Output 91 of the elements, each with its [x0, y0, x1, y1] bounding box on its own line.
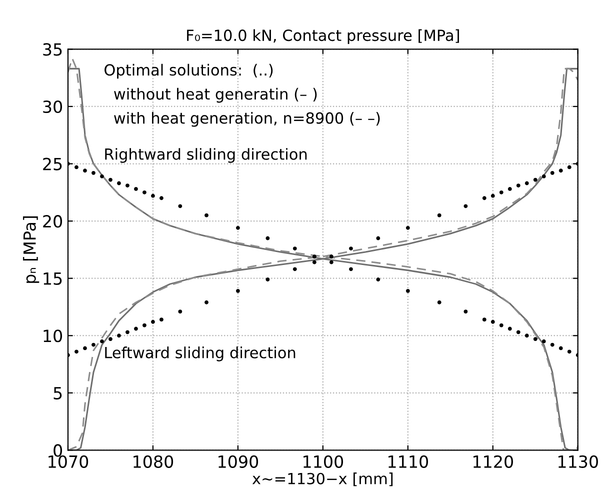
point [92, 342, 96, 347]
point [329, 260, 334, 264]
point [100, 174, 104, 178]
point [550, 170, 554, 175]
y-tick-label: 10 [44, 330, 62, 342]
point [516, 330, 520, 334]
point [236, 288, 240, 293]
point [100, 339, 104, 344]
point [266, 236, 270, 240]
point [160, 318, 164, 322]
point [376, 278, 380, 282]
x-tick-label: 1120 [474, 455, 513, 468]
point [508, 187, 512, 191]
point [92, 170, 96, 175]
point [74, 165, 78, 170]
point [126, 184, 130, 188]
x-tick-label: 1080 [134, 455, 174, 468]
x-axis-title: x~=1130−x [mm] [252, 472, 393, 486]
x-tick-label: 1100 [304, 455, 344, 468]
point [160, 196, 164, 200]
point [117, 334, 121, 338]
point [108, 178, 112, 182]
point [83, 168, 87, 173]
y-tick-label: 15 [44, 272, 62, 285]
y-tick-label: 0 [54, 444, 62, 457]
x-tick-label: 1110 [388, 455, 428, 468]
point [204, 300, 208, 304]
point [151, 320, 155, 324]
y-tick-label: 25 [43, 158, 62, 170]
annotation: with heat generation, n=8900 (– –) [114, 112, 380, 127]
point [178, 310, 182, 314]
point [406, 226, 410, 230]
x-tick-label: 1090 [218, 455, 258, 468]
point [134, 187, 138, 191]
point [349, 246, 353, 251]
point [542, 174, 546, 178]
point [126, 330, 130, 334]
point [533, 337, 538, 342]
point [437, 300, 442, 304]
point [292, 267, 297, 272]
point [329, 254, 334, 259]
y-tick-label: 30 [43, 100, 62, 114]
x-tick-label: 1130 [558, 455, 598, 468]
point [266, 278, 270, 282]
point [142, 323, 146, 328]
point [567, 350, 572, 354]
point [349, 267, 353, 272]
point [464, 310, 468, 314]
x-tick-label: 1070 [48, 455, 88, 468]
point [499, 323, 504, 328]
y-tick-label: 20 [43, 215, 62, 228]
point [134, 326, 138, 331]
point [151, 194, 155, 198]
point [490, 320, 495, 324]
point [142, 190, 146, 194]
point [83, 346, 87, 350]
point [117, 181, 121, 186]
point [490, 194, 495, 198]
point [178, 204, 182, 208]
point [406, 288, 410, 293]
y-tick-label: 35 [43, 43, 62, 56]
point [516, 184, 520, 188]
point [437, 213, 442, 218]
y-axis-title: pₙ [MPa] [23, 216, 40, 283]
point [482, 318, 486, 322]
annotation: Leftward sliding direction [105, 346, 296, 362]
point [204, 213, 208, 218]
chart-title: F₀=10.0 kN, Contact pressure [MPa] [187, 29, 459, 44]
point [567, 165, 572, 170]
point [482, 196, 486, 200]
point [542, 339, 546, 344]
point [236, 226, 240, 230]
point [108, 337, 112, 342]
y-tick-label: 5 [54, 387, 62, 400]
annotation: without heat generatin (– ) [114, 88, 317, 103]
point [292, 246, 297, 251]
point [558, 346, 563, 350]
point [74, 350, 78, 354]
point [524, 334, 529, 338]
point [524, 181, 529, 186]
point [376, 236, 380, 240]
point [533, 178, 538, 182]
point [550, 342, 554, 347]
point [508, 326, 512, 331]
point [312, 260, 316, 264]
point [312, 254, 316, 259]
point [558, 168, 563, 173]
point [499, 190, 504, 194]
annotation: Optimal solutions: (..) [104, 64, 273, 79]
annotation: Rightward sliding direction [105, 148, 307, 163]
point [464, 204, 468, 208]
